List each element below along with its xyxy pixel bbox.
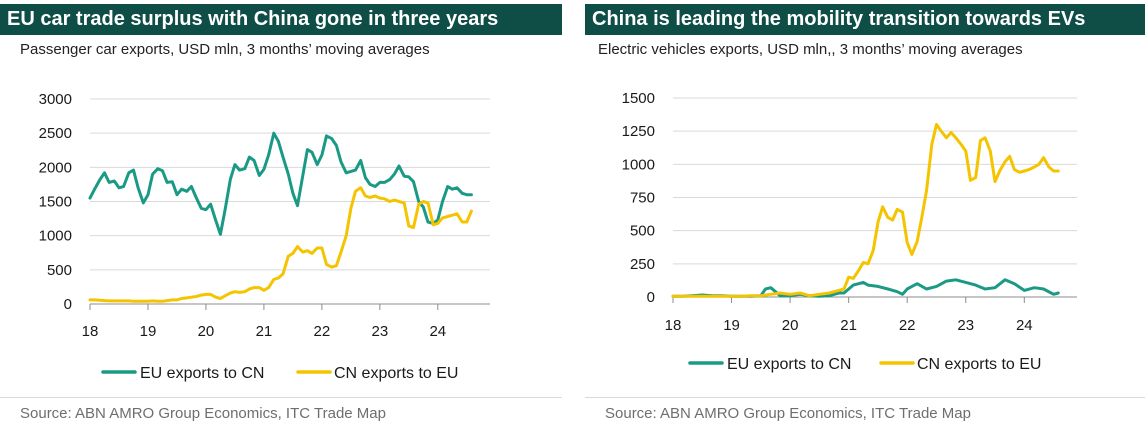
x-tick-label: 23 bbox=[372, 323, 389, 340]
x-tick-label: 24 bbox=[1016, 317, 1033, 334]
series-line-eu-exports-to-cn bbox=[88, 131, 473, 236]
source-note: Source: ABN AMRO Group Economics, ITC Tr… bbox=[20, 405, 386, 422]
x-tick-label: 24 bbox=[429, 323, 446, 340]
x-tick-label: 22 bbox=[314, 323, 331, 340]
y-tick-label: 3000 bbox=[39, 91, 72, 108]
legend-label: EU exports to CN bbox=[727, 356, 851, 373]
y-tick-label: 0 bbox=[64, 296, 72, 313]
legend-label: CN exports to EU bbox=[917, 356, 1041, 373]
x-tick-label: 19 bbox=[723, 317, 740, 334]
series-line-eu-exports-to-cn bbox=[671, 278, 1060, 298]
y-tick-label: 750 bbox=[630, 190, 655, 207]
panel-ev-exports: China is leading the mobility transition… bbox=[585, 0, 1145, 427]
panel-eu-car-trade: EU car trade surplus with China gone in … bbox=[0, 0, 562, 427]
x-tick-label: 22 bbox=[899, 317, 916, 334]
x-tick-label: 23 bbox=[957, 317, 974, 334]
x-tick-label: 20 bbox=[782, 317, 799, 334]
chart-title: EU car trade surplus with China gone in … bbox=[0, 4, 562, 35]
chart-subtitle: Electric vehicles exports, USD mln,, 3 m… bbox=[598, 41, 1023, 58]
y-tick-label: 0 bbox=[647, 289, 655, 306]
x-tick-label: 21 bbox=[256, 323, 273, 340]
series-line-cn-exports-to-eu bbox=[88, 186, 473, 303]
x-tick-label: 19 bbox=[140, 323, 157, 340]
legend-label: EU exports to CN bbox=[140, 365, 264, 382]
y-tick-label: 1000 bbox=[622, 156, 655, 173]
legend-label: CN exports to EU bbox=[334, 365, 458, 382]
chart-title: China is leading the mobility transition… bbox=[585, 4, 1145, 35]
y-tick-label: 2000 bbox=[39, 159, 72, 176]
y-tick-label: 500 bbox=[630, 223, 655, 240]
chart-subtitle: Passenger car exports, USD mln, 3 months… bbox=[20, 41, 430, 58]
x-tick-label: 18 bbox=[82, 323, 99, 340]
y-tick-label: 1000 bbox=[39, 228, 72, 245]
x-tick-label: 21 bbox=[840, 317, 857, 334]
x-tick-label: 18 bbox=[665, 317, 682, 334]
line-chart-car-exports: 0 500 1000 1500 2000 2500 3000 18 19 20 21 22 23 24 EU… bbox=[39, 91, 490, 382]
y-tick-label: 1250 bbox=[622, 123, 655, 140]
x-tick-label: 20 bbox=[198, 323, 215, 340]
line-chart-ev-exports: 0 250 500 750 1000 1250 1500 18 19 20 21 22 23 24 EU e… bbox=[622, 90, 1077, 373]
y-tick-label: 250 bbox=[630, 256, 655, 273]
y-tick-label: 2500 bbox=[39, 125, 72, 142]
source-divider bbox=[0, 397, 562, 398]
y-tick-label: 1500 bbox=[39, 194, 72, 211]
y-tick-label: 500 bbox=[47, 262, 72, 279]
source-divider bbox=[585, 397, 1145, 398]
source-note: Source: ABN AMRO Group Economics, ITC Tr… bbox=[605, 405, 971, 422]
series-line-cn-exports-to-eu bbox=[671, 123, 1060, 298]
y-tick-label: 1500 bbox=[622, 90, 655, 107]
